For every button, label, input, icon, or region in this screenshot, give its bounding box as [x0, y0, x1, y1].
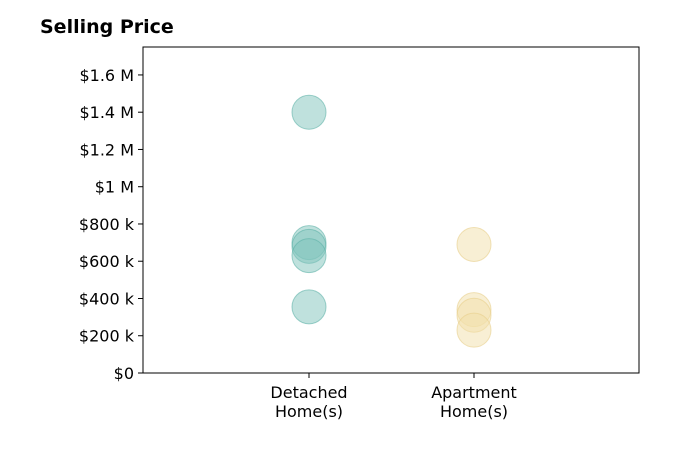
x-tick-label: Apartment	[431, 383, 517, 402]
data-point	[291, 94, 327, 130]
y-tick-label: $0	[114, 364, 134, 383]
y-tick-label: $400 k	[79, 289, 135, 308]
x-tick-label: Home(s)	[275, 402, 343, 421]
y-tick-label: $1 M	[95, 178, 134, 197]
data-point	[291, 238, 327, 274]
y-tick-label: $600 k	[79, 252, 135, 271]
y-tick-label: $200 k	[79, 327, 135, 346]
plot-frame	[142, 46, 640, 374]
y-axis: $0 $200 k $400 k $600 k $800 k $1 M $1.2 M $1.4…	[79, 66, 143, 383]
data-point	[456, 312, 492, 348]
x-tick-label: Detached	[270, 383, 347, 402]
y-tick-label: $800 k	[79, 215, 135, 234]
data-points	[291, 94, 492, 348]
data-point	[456, 226, 492, 262]
y-tick-label: $1.6 M	[79, 66, 134, 85]
chart-title: Selling Price	[40, 16, 174, 38]
y-tick-label: $1.2 M	[79, 140, 134, 159]
y-tick-label: $1.4 M	[79, 103, 134, 122]
x-tick-label: Home(s)	[440, 402, 508, 421]
data-point	[291, 289, 327, 325]
